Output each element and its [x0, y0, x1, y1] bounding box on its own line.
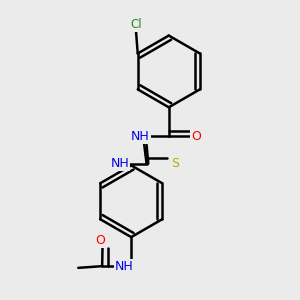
Text: NH: NH — [111, 157, 129, 170]
Text: Cl: Cl — [130, 18, 142, 31]
Text: NH: NH — [131, 130, 150, 143]
Text: O: O — [95, 234, 105, 247]
Text: S: S — [171, 157, 179, 170]
Text: NH: NH — [115, 260, 134, 273]
Text: O: O — [191, 130, 201, 143]
